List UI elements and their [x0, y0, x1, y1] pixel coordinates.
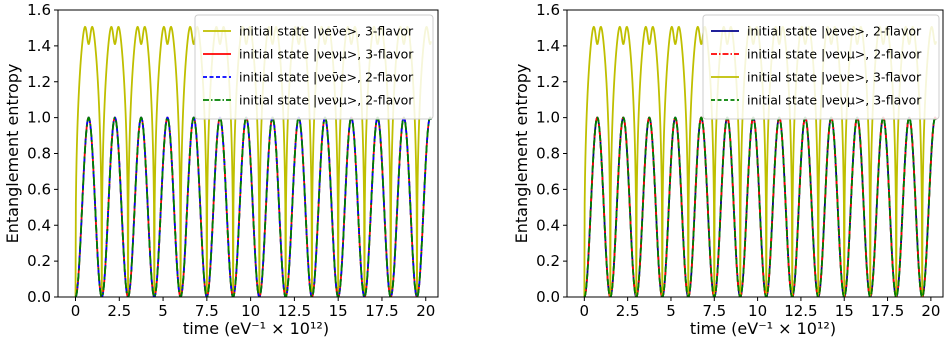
- legend-label: initial state |νeνμ>, 3-flavor: [239, 47, 414, 62]
- legend: initial state |νeν̄e>, 3-flavor initial s…: [194, 14, 434, 120]
- legend-box: [194, 14, 434, 120]
- y-tick-label: 1.4: [536, 37, 560, 55]
- y-tick-label: 0.6: [536, 180, 560, 198]
- x-tick-label: 0: [71, 302, 81, 320]
- series-line-4: [74, 116, 432, 297]
- y-axis-title: Entanglement entropy: [512, 64, 531, 244]
- x-tick-label: 17.5: [365, 302, 398, 320]
- x-axis-title: time (eV⁻¹ × 10¹²): [690, 319, 836, 338]
- y-tick-label: 0.2: [27, 252, 51, 270]
- x-tick-label: 7.5: [195, 302, 219, 320]
- y-tick-label: 0.0: [536, 288, 560, 306]
- legend-label: initial state |νeνμ>, 2-flavor: [239, 93, 414, 108]
- legend-label: initial state |νeνe>, 3-flavor: [747, 70, 922, 85]
- y-tick-label: 0.4: [27, 216, 51, 234]
- y-tick-label: 1.2: [27, 73, 51, 91]
- y-tick-label: 1.6: [536, 1, 560, 19]
- chart-panel-1: 0 2.5 5 7.5 10 12.5 15 17.5 20 0.0 0.2 0.4 0.6 0.8 1.0…: [3, 1, 439, 338]
- x-axis-title: time (eV⁻¹ × 10¹²): [183, 319, 329, 338]
- y-tick-label: 0.6: [27, 180, 51, 198]
- x-tick-label: 15: [835, 302, 854, 320]
- x-tick-label: 20: [921, 302, 940, 320]
- x-tick-label: 15: [329, 302, 348, 320]
- y-tick-label: 1.0: [536, 109, 560, 127]
- x-tick-label: 2.5: [107, 302, 131, 320]
- x-tick-label: 5: [158, 302, 168, 320]
- y-tick-label: 1.2: [536, 73, 560, 91]
- y-tick-label: 0.4: [536, 216, 560, 234]
- legend-label: initial state |νeνe>, 2-flavor: [747, 24, 922, 39]
- legend-label: initial state |νeνμ>, 2-flavor: [747, 47, 922, 62]
- x-tick-label: 0: [580, 302, 590, 320]
- legend-label: initial state |νeν̄e>, 3-flavor: [239, 24, 414, 39]
- x-tick-label: 7.5: [702, 302, 726, 320]
- y-tick-label: 0.8: [536, 145, 560, 163]
- legend-box: [702, 14, 940, 120]
- y-tick-label: 0.0: [27, 288, 51, 306]
- x-tick-label: 12.5: [278, 302, 311, 320]
- x-tick-label: 12.5: [784, 302, 817, 320]
- x-tick-label: 17.5: [871, 302, 904, 320]
- series-line-4: [583, 116, 937, 297]
- y-tick-label: 0.2: [536, 252, 560, 270]
- legend: initial state |νeνe>, 2-flavor initial st…: [702, 14, 940, 120]
- y-tick-label: 1.6: [27, 1, 51, 19]
- chart-panel-2: 0 2.5 5 7.5 10 12.5 15 17.5 20 0.0 0.2 0.4 0.6 0.8 1.0…: [512, 1, 944, 338]
- y-tick-label: 1.4: [27, 37, 51, 55]
- legend-label: initial state |νeνμ>, 3-flavor: [747, 93, 922, 108]
- x-tick-label: 5: [666, 302, 676, 320]
- x-tick-label: 20: [416, 302, 435, 320]
- legend-label: initial state |νeν̄e>, 2-flavor: [239, 70, 414, 85]
- x-tick-label: 10: [241, 302, 260, 320]
- x-tick-label: 2.5: [616, 302, 640, 320]
- x-tick-label: 10: [748, 302, 767, 320]
- y-tick-label: 1.0: [27, 109, 51, 127]
- y-tick-label: 0.8: [27, 145, 51, 163]
- y-axis-title: Entanglement entropy: [3, 64, 22, 244]
